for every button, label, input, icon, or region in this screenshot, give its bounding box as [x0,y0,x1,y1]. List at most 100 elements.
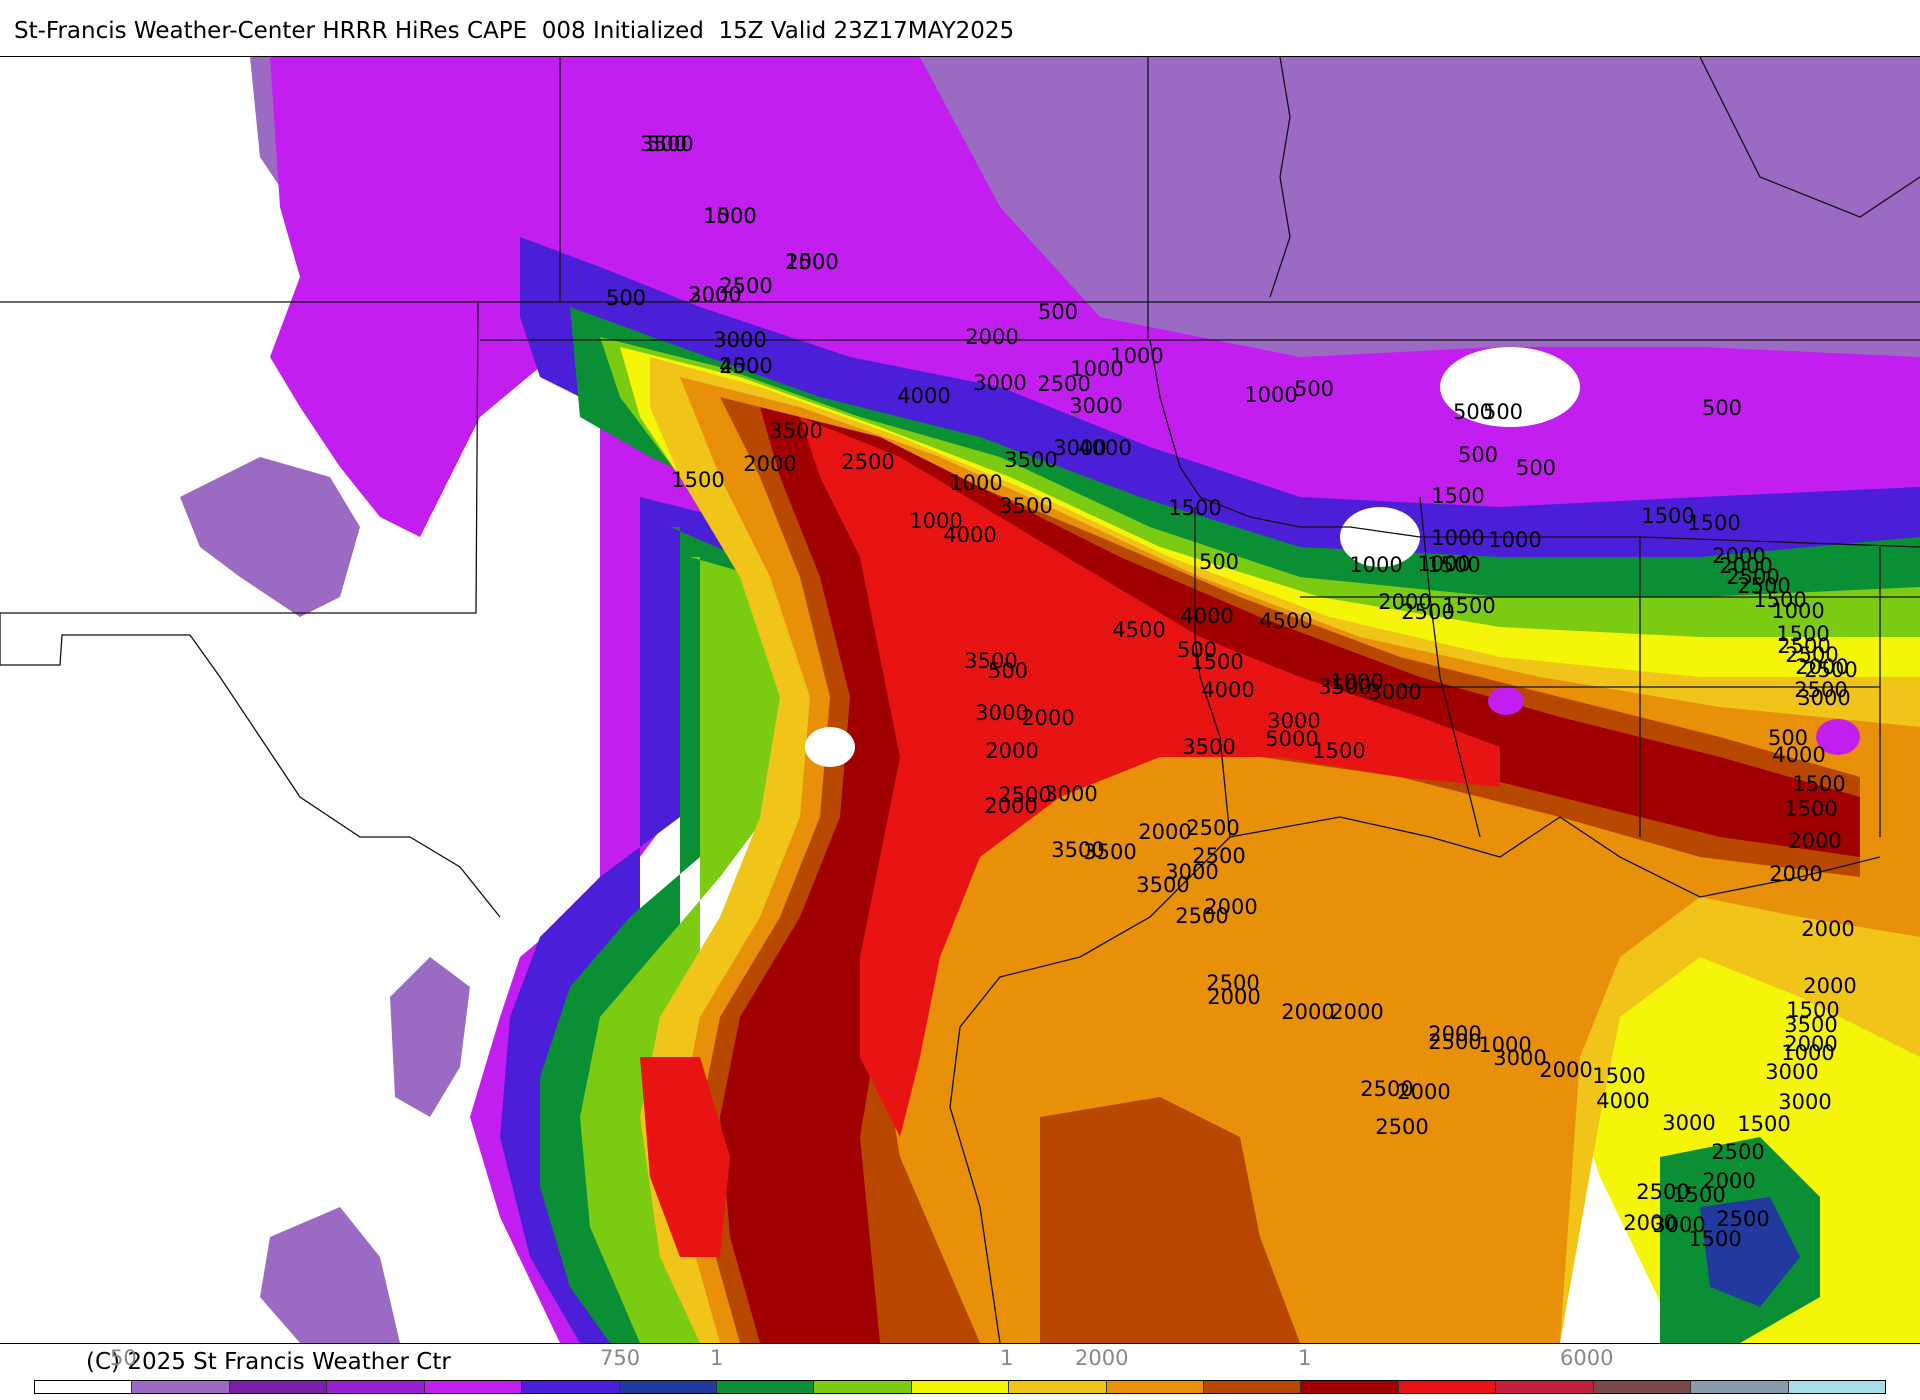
contour-label: 500 [988,659,1028,683]
contour-label: 2000 [743,452,796,476]
contour-label: 3000 [1053,436,1106,460]
contour-label: 1500 [1784,797,1837,821]
boundary-lines [0,57,1920,1343]
legend-tick-label: 1 [1298,1346,1312,1370]
contour-label: 2000 [1719,554,1772,578]
legend-swatch [1204,1381,1302,1393]
legend-swatch [132,1381,230,1393]
contour-label: 3500 [640,132,693,156]
state-border [1149,339,1920,548]
contour-label: 1000 [1244,383,1297,407]
contour-label: 500 [1294,377,1334,401]
contour-label: 500 [606,286,646,310]
contour-label: 2000 [1138,820,1191,844]
legend-tick-label: 1 [1000,1346,1014,1370]
state-border [1194,507,1231,838]
legend-swatch [1691,1381,1789,1393]
contour-label: 3000 [1069,394,1122,418]
contour-label: 2000 [785,250,838,274]
contour-label: 1000 [1431,526,1484,550]
contour-label: 3500 [1784,1013,1837,1037]
contour-label: 3000 [1267,709,1320,733]
legend-tick-label: 2000 [1075,1346,1129,1370]
legend-swatch [327,1381,425,1393]
contour-label: 2000 [1623,1211,1676,1235]
contour-label: 1500 [703,204,756,228]
contour-label: 1500 [1753,588,1806,612]
contour-label: 3500 [1004,448,1057,472]
contour-label: 3000 [1662,1111,1715,1135]
cape-pocket-white [805,727,855,767]
contour-label: 1500 [1312,739,1365,763]
contour-label: 500 [606,286,646,310]
contour-label: 1500 [1737,1112,1790,1136]
cape-map[interactable]: 500 1000 1500 2500 500 2000 3000 4000 2000 500 100… [0,56,1920,1344]
contour-label: 2000 [1702,1169,1755,1193]
legend-swatch [229,1381,328,1393]
contour-label: 500 [1768,726,1808,750]
legend-swatch [1788,1381,1886,1393]
contour-label: 4000 [943,523,996,547]
contour-label: 1500 [1687,511,1740,535]
legend-tick-label: 1 [710,1346,724,1370]
contour-label: 500 [1516,456,1556,480]
cape-pocket-purple [1816,719,1860,755]
legend-swatch [522,1381,620,1393]
cape-region-lime-west [580,557,810,1343]
contour-label: 3000 [1044,782,1097,806]
contour-label: 2000 [1378,590,1431,614]
state-border [0,613,501,918]
contour-label: 2500 [1375,1115,1428,1139]
contour-label: 2500 [1186,816,1239,840]
contour-label: 1000 [703,204,756,228]
contour-label: 1000 [1110,344,1163,368]
contour-label: 2500 [1716,1207,1769,1231]
contour-label: 3000 [1778,1090,1831,1114]
legend-swatch [1496,1381,1594,1393]
contour-label: 2000 [1397,1080,1450,1104]
contour-label: 500 [1458,443,1498,467]
contour-label: 3500 [999,494,1052,518]
contour-label: 500 [1702,396,1742,420]
contour-label: 500 [1483,400,1523,424]
contour-label: 2000 [1281,1000,1334,1024]
cape-region-red-south [640,1057,730,1257]
contour-label: 4000 [1596,1089,1649,1113]
contour-label: 500 [1177,638,1217,662]
contour-label: 500 [647,132,687,156]
contour-label: 2000 [1428,1022,1481,1046]
contour-label: 2500 [1192,844,1245,868]
cape-region-lavender-sw [390,957,470,1117]
contour-label: 3000 [713,328,766,352]
contour-label: 2500 [719,354,772,378]
contour-label: 500 [1199,550,1239,574]
contour-label: 2500 [1726,565,1779,589]
contour-label: 5000 [1265,727,1318,751]
contour-label: 2000 [985,739,1038,763]
contour-label: 1000 [1478,1033,1531,1057]
contour-label: 2000 [984,794,1037,818]
contour-label: 2000 [965,325,1018,349]
cape-pocket-white [1340,507,1420,567]
contour-label: 1000 [909,509,962,533]
cape-pocket-white [1440,347,1580,427]
contour-label: 2500 [1360,1077,1413,1101]
contour-label: 1500 [1641,504,1694,528]
contour-label: 2500 [1737,574,1790,598]
contour-label: 2500 [719,274,772,298]
contour-label: 3000 [688,283,741,307]
contour-label: 4000 [1201,678,1254,702]
contour-label: 2000 [1539,1058,1592,1082]
contour-label: 4000 [1078,436,1131,460]
contour-label: 2000 [1803,974,1856,998]
contour-label: 1000 [1781,1041,1834,1065]
legend-swatch [424,1381,523,1393]
contour-label: 500 [1453,400,1493,424]
contour-label: 2500 [1401,600,1454,624]
cape-region-lavender-sw2 [260,1207,400,1343]
contour-label: 2000 [1207,985,1260,1009]
legend-swatch [619,1381,717,1393]
contour-label: 1000 [1488,528,1541,552]
